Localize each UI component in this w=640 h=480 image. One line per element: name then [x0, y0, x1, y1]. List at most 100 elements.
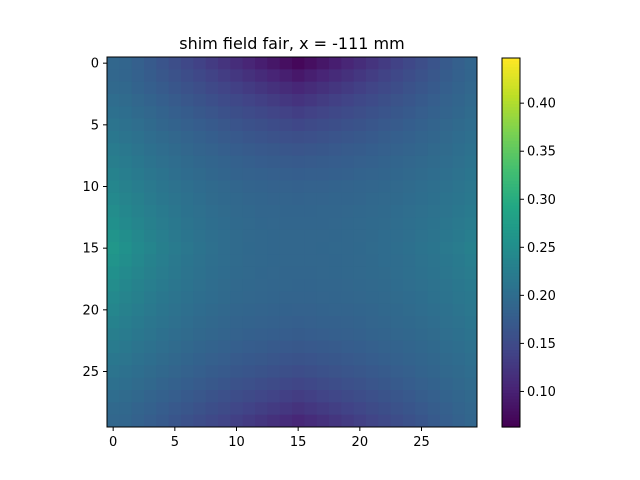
heatmap-cell: [390, 118, 404, 132]
heatmap-cell: [181, 180, 194, 194]
heatmap-cell: [131, 303, 145, 317]
colorbar-segment: [502, 110, 520, 114]
heatmap-cell: [168, 414, 182, 428]
colorbar-segment: [502, 399, 520, 403]
heatmap-cell: [144, 414, 157, 428]
heatmap-cell: [390, 155, 404, 169]
heatmap-cell: [218, 340, 231, 354]
heatmap-cell: [403, 316, 416, 329]
colorbar-segment: [502, 233, 520, 237]
heatmap-cell: [341, 303, 355, 317]
heatmap-cell: [390, 94, 404, 107]
heatmap-cell: [218, 229, 231, 243]
heatmap-cell: [119, 279, 133, 292]
heatmap-cell: [107, 94, 120, 107]
heatmap-cell: [452, 94, 466, 107]
heatmap-cell: [304, 353, 318, 366]
heatmap-cell: [378, 205, 392, 218]
heatmap-cell: [316, 328, 330, 342]
heatmap-cell: [464, 303, 478, 317]
heatmap-cell: [403, 266, 416, 280]
heatmap-cell: [168, 131, 182, 144]
colorbar-segment: [502, 147, 520, 151]
heatmap-cell: [168, 192, 182, 206]
heatmap-cell: [131, 155, 145, 169]
heatmap-cell: [378, 180, 392, 194]
heatmap-cell: [464, 81, 478, 95]
heatmap-cell: [464, 377, 478, 391]
heatmap-cell: [366, 155, 379, 169]
heatmap-cell: [427, 328, 441, 342]
heatmap-cell: [107, 205, 120, 218]
heatmap-cell: [144, 266, 157, 280]
heatmap-cell: [427, 192, 441, 206]
heatmap-cell: [255, 340, 268, 354]
heatmap-cell: [341, 143, 355, 157]
heatmap-cell: [353, 205, 367, 218]
heatmap-cell: [427, 266, 441, 280]
heatmap-cell: [144, 106, 157, 120]
heatmap-cell: [316, 81, 330, 95]
heatmap-cell: [267, 365, 281, 379]
heatmap-cell: [341, 365, 355, 379]
heatmap-cell: [255, 402, 268, 416]
heatmap-cell: [156, 69, 170, 83]
heatmap-cell: [390, 353, 404, 366]
colorbar-segment: [502, 211, 520, 216]
colorbar-segment: [502, 313, 520, 317]
heatmap-cell: [415, 279, 429, 292]
heatmap-cell: [242, 254, 256, 268]
heatmap-cell: [242, 316, 256, 329]
heatmap-cell: [181, 254, 194, 268]
colorbar-segment: [502, 230, 520, 234]
heatmap-cell: [242, 131, 256, 144]
heatmap-cell: [230, 353, 244, 366]
heatmap-cell: [366, 81, 379, 95]
heatmap-cell: [168, 291, 182, 305]
heatmap-cell: [329, 291, 342, 305]
colorbar-segment: [502, 402, 520, 407]
heatmap-cell: [119, 266, 133, 280]
heatmap-cell: [440, 229, 453, 243]
heatmap-cell: [168, 118, 182, 132]
heatmap-cell: [329, 242, 342, 255]
heatmap-cell: [144, 168, 157, 181]
heatmap-cell: [415, 353, 429, 366]
heatmap-cells: [107, 57, 478, 428]
heatmap-cell: [353, 106, 367, 120]
heatmap-cell: [119, 168, 133, 181]
colorbar-segment: [502, 88, 520, 93]
heatmap-cell: [242, 377, 256, 391]
heatmap-cell: [316, 254, 330, 268]
heatmap-cell: [193, 106, 207, 120]
colorbar-ticks: 0.10 0.15 0.20 0.25 0.30 0.35 0.40: [520, 97, 556, 400]
heatmap-cell: [427, 81, 441, 95]
heatmap-cell: [440, 180, 453, 194]
heatmap-cell: [366, 143, 379, 157]
heatmap-cell: [341, 402, 355, 416]
heatmap-cell: [144, 254, 157, 268]
heatmap-cell: [292, 390, 305, 403]
heatmap-cell: [316, 365, 330, 379]
heatmap-cell: [156, 377, 170, 391]
colorbar-segment: [502, 337, 520, 342]
colorbar-frame: [501, 57, 521, 428]
heatmap-cell: [205, 254, 219, 268]
heatmap-cell: [292, 242, 305, 255]
colorbar-segment: [502, 270, 520, 274]
heatmap-cell: [353, 340, 367, 354]
heatmap-cell: [464, 353, 478, 366]
heatmap-cell: [440, 390, 453, 403]
colorbar-segment: [502, 362, 520, 367]
heatmap-cell: [107, 229, 120, 243]
heatmap-cell: [464, 57, 478, 70]
heatmap-cell: [403, 242, 416, 255]
heatmap-cell: [242, 205, 256, 218]
heatmap-cell: [366, 279, 379, 292]
heatmap-cell: [144, 390, 157, 403]
colorbar-segment: [502, 134, 520, 139]
heatmap-cell: [218, 205, 231, 218]
heatmap-cell: [353, 168, 367, 181]
heatmap-cell: [205, 266, 219, 280]
heatmap-cell: [464, 402, 478, 416]
